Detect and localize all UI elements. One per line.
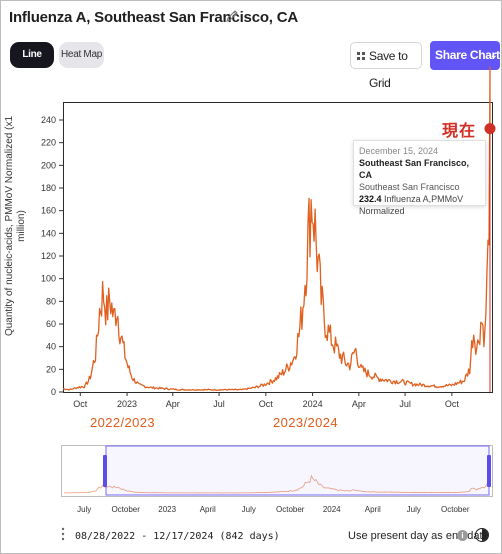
tooltip-value: 232.4 xyxy=(359,194,382,204)
info-icon[interactable]: i xyxy=(457,530,468,541)
navigator-tick-label: April xyxy=(365,505,381,514)
share-chart-button[interactable]: Share Chart ⌄ xyxy=(430,41,500,70)
date-range-text[interactable]: 08/28/2022 - 12/17/2024 (842 days) xyxy=(75,531,280,542)
y-tick-label: 240 xyxy=(41,115,56,125)
line-chart[interactable]: 0 20 40 60 80 100 120 140 160 180 200 220 240 Oct 2023… xyxy=(1,1,502,441)
navigator-tick-label: April xyxy=(200,505,216,514)
y-tick-label: 80 xyxy=(46,296,56,306)
share-chart-label: Share Chart xyxy=(435,48,500,62)
drag-handle-icon[interactable] xyxy=(61,527,65,541)
navigator-tick-label: 2024 xyxy=(323,505,341,514)
y-tick-label: 100 xyxy=(41,274,56,284)
navigator-chart[interactable]: July October 2023 April July October 2024 April… xyxy=(1,441,502,521)
x-tick-label: Oct xyxy=(445,399,460,409)
y-tick-label: 60 xyxy=(46,319,56,329)
y-tick-label: 160 xyxy=(41,206,56,216)
tooltip-value-line: 232.4 Influenza A,PMMoV Normalized xyxy=(359,193,480,217)
x-tick-label: Jul xyxy=(399,399,411,409)
series-line[interactable] xyxy=(62,66,491,391)
present-day-label: Use present day as end date xyxy=(348,530,489,542)
grid-icon xyxy=(357,52,365,60)
contrast-toggle-icon[interactable] xyxy=(475,528,489,542)
heat-map-tab[interactable]: Heat Map xyxy=(59,42,104,68)
present-marker-label: 現在 xyxy=(442,123,477,140)
x-tick-label: Apr xyxy=(166,399,180,409)
page-title: Influenza A, Southeast San Francisco, CA xyxy=(9,9,298,26)
x-tick-label: Jul xyxy=(213,399,225,409)
navigator-tick-label: October xyxy=(441,505,470,514)
y-tick-label: 20 xyxy=(46,364,56,374)
navigator-series-line xyxy=(64,473,490,494)
x-tick-label: Oct xyxy=(259,399,274,409)
navigator-left-handle[interactable] xyxy=(103,455,107,487)
navigator-tick-label: July xyxy=(77,505,91,514)
tooltip-date: December 15, 2024 xyxy=(359,146,439,156)
y-tick-label: 220 xyxy=(41,138,56,148)
save-to-grid-button[interactable]: Save to Grid xyxy=(350,42,422,90)
season-label-2023-2024: 2023/2024 xyxy=(273,415,339,430)
season-label-2022-2023: 2022/2023 xyxy=(90,415,156,430)
data-tooltip: December 15, 2024 Southeast San Francisc… xyxy=(353,140,486,216)
x-tick-label: Oct xyxy=(73,399,88,409)
chevron-down-icon: ⌄ xyxy=(490,50,498,60)
navigator-selection[interactable] xyxy=(105,445,490,496)
navigator-right-handle[interactable] xyxy=(487,455,491,487)
y-tick-label: 0 xyxy=(51,387,56,397)
plot-area-frame xyxy=(63,102,493,393)
x-tick-label: Apr xyxy=(352,399,366,409)
line-chart-tab[interactable]: Line Chart xyxy=(10,42,54,86)
y-tick-label: 200 xyxy=(41,160,56,170)
navigator-tick-label: July xyxy=(242,505,256,514)
navigator-tick-label: October xyxy=(276,505,305,514)
save-to-grid-label: Save to Grid xyxy=(369,49,408,90)
present-marker-point[interactable] xyxy=(484,123,496,135)
tooltip-value-suffix: Influenza A,PMMoV Normalized xyxy=(359,194,464,216)
navigator-tick-label: July xyxy=(407,505,421,514)
navigator-tick-label: October xyxy=(111,505,140,514)
y-tick-label: 40 xyxy=(46,342,56,352)
tooltip-location: Southeast San Francisco, CA xyxy=(359,158,470,180)
navigator-tick-label: 2023 xyxy=(158,505,176,514)
x-tick-label: 2024 xyxy=(303,399,323,409)
tooltip-sublocation: Southeast San Francisco xyxy=(359,182,460,192)
y-tick-label: 120 xyxy=(41,251,56,261)
pencil-icon[interactable] xyxy=(225,9,239,23)
x-tick-label: 2023 xyxy=(117,399,137,409)
y-tick-label: 180 xyxy=(41,183,56,193)
y-tick-label: 140 xyxy=(41,228,56,238)
